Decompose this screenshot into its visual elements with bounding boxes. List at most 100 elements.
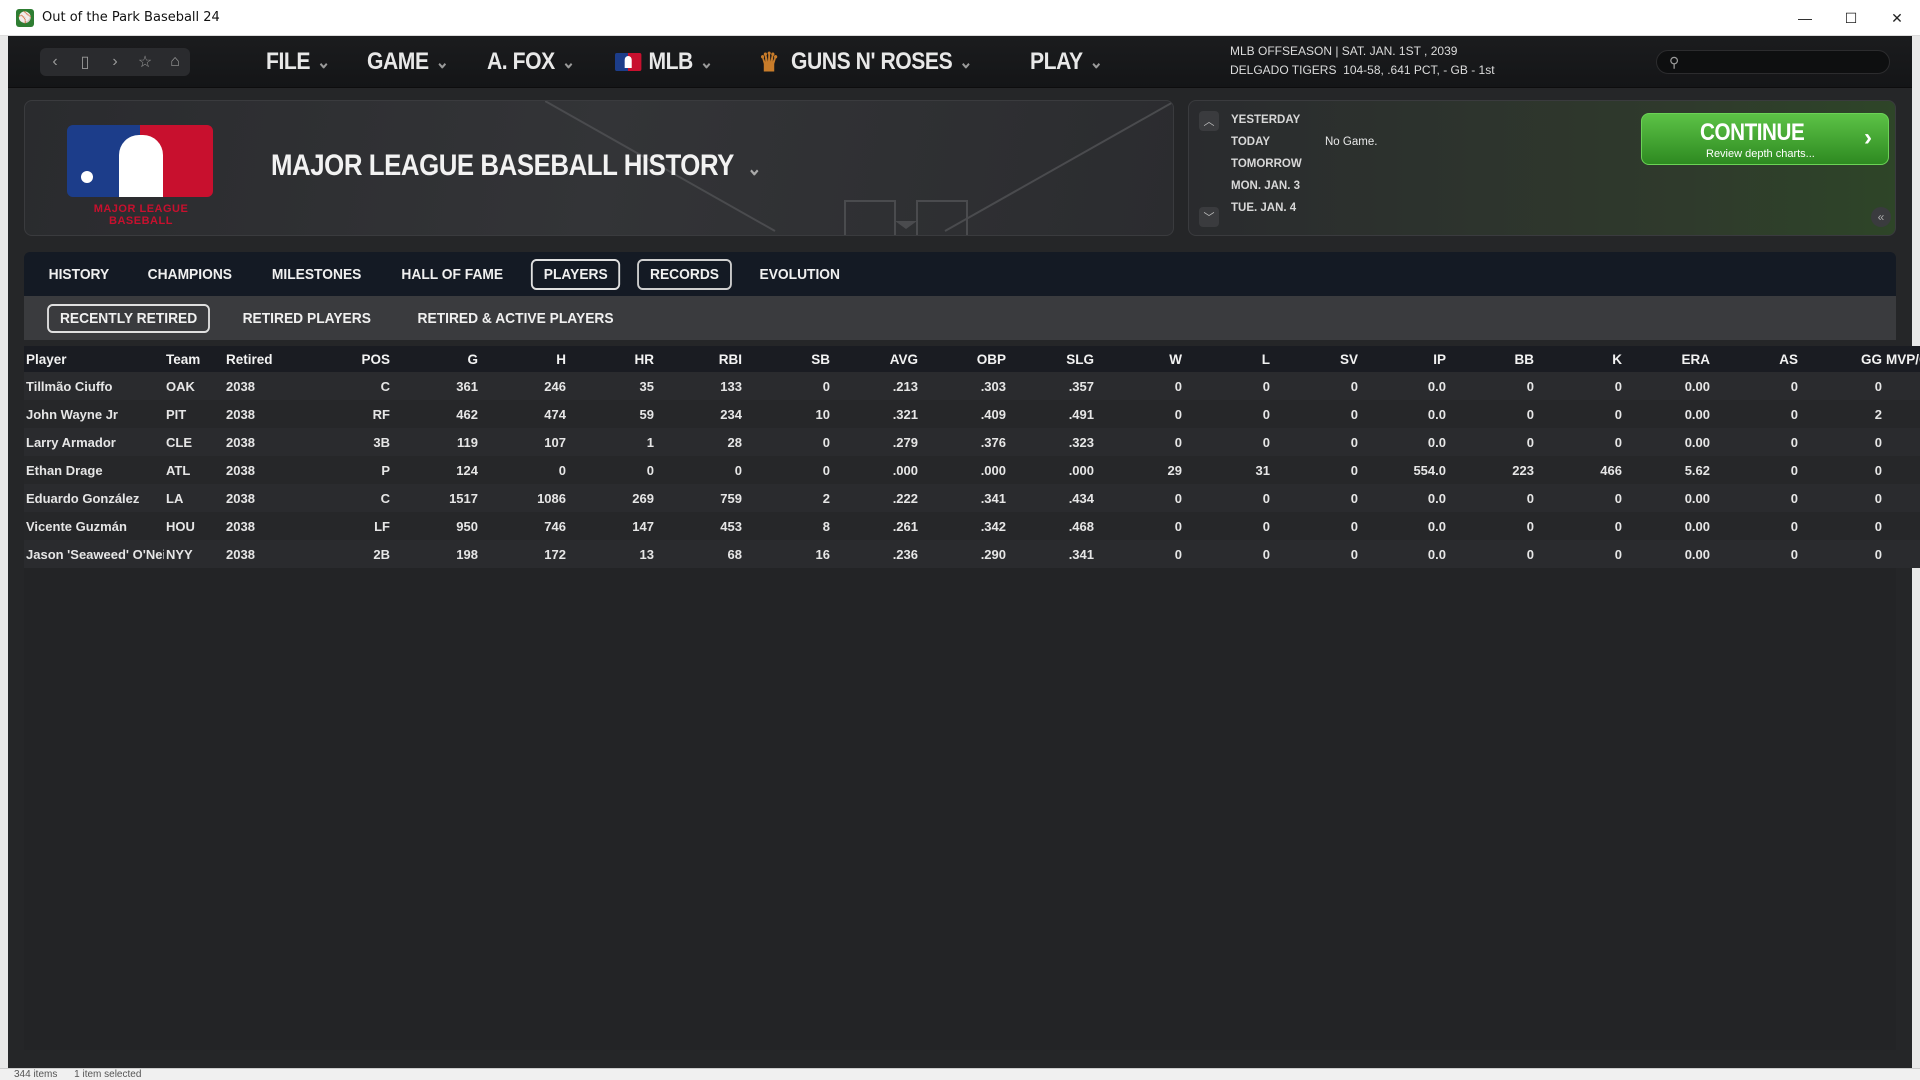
star-icon[interactable]: ☆ (137, 54, 153, 71)
page-title-label: MAJOR LEAGUE BASEBALL HISTORY (271, 149, 734, 182)
table-cell: 107 (482, 428, 570, 456)
menu-manager[interactable]: A. FOX ⌄ (487, 48, 575, 76)
main-menu: FILE ⌄ GAME ⌄ A. FOX ⌄ MLB ⌄ ♛ GUNS N' R… (266, 36, 1140, 88)
table-cell: 1086 (482, 484, 570, 512)
column-header-era[interactable]: ERA (1626, 346, 1714, 372)
ball-icon (81, 171, 93, 183)
table-row[interactable]: Tillmão Ciuffo OAK 2038 C 361 246 35 133 0.213.3… (24, 372, 1920, 400)
column-header-as[interactable]: AS (1714, 346, 1802, 372)
subtab-retired-players[interactable]: RETIRED PLAYERS (242, 309, 372, 327)
column-header-slg[interactable]: SLG (1010, 346, 1098, 372)
tab-hall-of-fame[interactable]: HALL OF FAME (401, 265, 503, 283)
column-header-team[interactable]: Team (164, 346, 224, 372)
field-background (545, 101, 1173, 235)
tab-evolution[interactable]: EVOLUTION (759, 265, 840, 283)
column-header-player[interactable]: Player (24, 346, 164, 372)
table-cell: 0 (1450, 372, 1538, 400)
collapse-icon[interactable]: « (1871, 207, 1891, 227)
table-cell: 0 (1186, 400, 1274, 428)
tab-history[interactable]: HISTORY (48, 265, 110, 283)
table-cell: .303 (922, 372, 1010, 400)
table-cell: 0.00 (1626, 372, 1714, 400)
back-icon[interactable]: ‹ (52, 53, 58, 70)
column-header-avg[interactable]: AVG (834, 346, 922, 372)
column-header-obp[interactable]: OBP (922, 346, 1010, 372)
table-row[interactable]: Ethan Drage ATL 2038 P 124 0 0 0 0.000.000.000 29… (24, 456, 1920, 484)
table-row[interactable]: John Wayne Jr PIT 2038 RF 462 474 59 234 10.321.… (24, 400, 1920, 428)
tab-champions[interactable]: CHAMPIONS (147, 265, 232, 283)
table-cell: 8 (746, 512, 834, 540)
menu-file[interactable]: FILE ⌄ (266, 48, 330, 76)
table-cell: 0 (658, 456, 746, 484)
menu-game[interactable]: GAME ⌄ (367, 48, 449, 76)
column-header-gg[interactable]: GG (1802, 346, 1886, 372)
column-header-sv[interactable]: SV (1274, 346, 1362, 372)
players-table-container: Player Team Retired POS G H HR RBI SB AVG OBP SLG W L… (24, 346, 1920, 1050)
chevron-down-icon: ⌄ (1089, 51, 1103, 72)
column-header-ip[interactable]: IP (1362, 346, 1450, 372)
table-cell: 0 (1450, 400, 1538, 428)
table-cell: 269 (570, 484, 658, 512)
tab-players[interactable]: PLAYERS (531, 258, 621, 290)
table-cell: 2 (1802, 400, 1886, 428)
column-header-l[interactable]: L (1186, 346, 1274, 372)
minimize-button[interactable]: — (1798, 10, 1812, 26)
status-team: DELGADO TIGERS (1230, 63, 1337, 77)
menu-league[interactable]: MLB ⌄ (614, 48, 713, 76)
player-name-cell[interactable]: Vicente Guzmán (24, 512, 164, 540)
chevron-down-icon[interactable]: ﹀ (1199, 207, 1219, 227)
player-name-cell[interactable]: John Wayne Jr (24, 400, 164, 428)
table-row[interactable]: Larry Armador CLE 2038 3B 119 107 1 28 0.279.376… (24, 428, 1920, 456)
table-cell: 361 (394, 372, 482, 400)
menu-team[interactable]: ♛ GUNS N' ROSES ⌄ (754, 47, 973, 77)
table-cell: 0 (1098, 372, 1186, 400)
page-title[interactable]: MAJOR LEAGUE BASEBALL HISTORY ⌄ (271, 149, 762, 183)
column-header-hr[interactable]: HR (570, 346, 658, 372)
schedule-row: MON. JAN. 3 (1231, 175, 1377, 197)
tab-records[interactable]: RECORDS (636, 258, 732, 290)
table-cell: 0 (746, 428, 834, 456)
player-name-cell[interactable]: Tillmão Ciuffo (24, 372, 164, 400)
column-header-w[interactable]: W (1098, 346, 1186, 372)
table-cell: HOU (164, 512, 224, 540)
column-header-pos[interactable]: POS (294, 346, 394, 372)
page-icon[interactable]: ▯ (80, 54, 90, 71)
player-name-cell[interactable]: Eduardo González (24, 484, 164, 512)
status-team-record: DELGADO TIGERS 104-58, .641 PCT, - GB - … (1230, 61, 1495, 80)
player-name-cell[interactable]: Jason 'Seaweed' O'Neil (24, 540, 164, 568)
column-header-h[interactable]: H (482, 346, 570, 372)
maximize-button[interactable]: ☐ (1844, 9, 1858, 26)
home-icon[interactable]: ⌂ (170, 53, 180, 70)
table-cell: P (294, 456, 394, 484)
table-cell: ATL (164, 456, 224, 484)
table-cell: .000 (834, 456, 922, 484)
table-row[interactable]: Vicente Guzmán HOU 2038 LF 950 746 147 453 8.261… (24, 512, 1920, 540)
close-button[interactable]: ✕ (1891, 9, 1903, 26)
tab-milestones[interactable]: MILESTONES (271, 265, 361, 283)
menu-team-label: GUNS N' ROSES (790, 48, 953, 75)
column-header-mvp-cy[interactable]: MVP/CY (1886, 346, 1920, 372)
column-header-bb[interactable]: BB (1450, 346, 1538, 372)
table-cell: 0 (1186, 372, 1274, 400)
subtab-recently-retired[interactable]: RECENTLY RETIRED (47, 303, 211, 333)
column-header-retired[interactable]: Retired (224, 346, 294, 372)
subtab-retired-active-players[interactable]: RETIRED & ACTIVE PLAYERS (417, 309, 614, 327)
chevron-up-icon[interactable]: ︿ (1199, 111, 1219, 131)
table-cell: 2038 (224, 540, 294, 568)
forward-icon[interactable]: › (112, 53, 118, 70)
menu-play[interactable]: PLAY ⌄ (1030, 48, 1103, 76)
column-header-rbi[interactable]: RBI (658, 346, 746, 372)
search-input[interactable] (1691, 53, 1881, 71)
column-header-g[interactable]: G (394, 346, 482, 372)
table-row[interactable]: Jason 'Seaweed' O'Neil NYY 2038 2B 198 172 13 6… (24, 540, 1920, 568)
column-header-sb[interactable]: SB (746, 346, 834, 372)
batter-silhouette (119, 135, 163, 197)
table-row[interactable]: Eduardo González LA 2038 C 1517 1086 269 759 2.2… (24, 484, 1920, 512)
continue-button[interactable]: CONTINUE Review depth charts... › (1641, 113, 1889, 165)
schedule-row: TOMORROW (1231, 153, 1377, 175)
player-name-cell[interactable]: Larry Armador (24, 428, 164, 456)
table-cell: 3B (294, 428, 394, 456)
player-name-cell[interactable]: Ethan Drage (24, 456, 164, 484)
table-cell: .342 (922, 512, 1010, 540)
column-header-k[interactable]: K (1538, 346, 1626, 372)
